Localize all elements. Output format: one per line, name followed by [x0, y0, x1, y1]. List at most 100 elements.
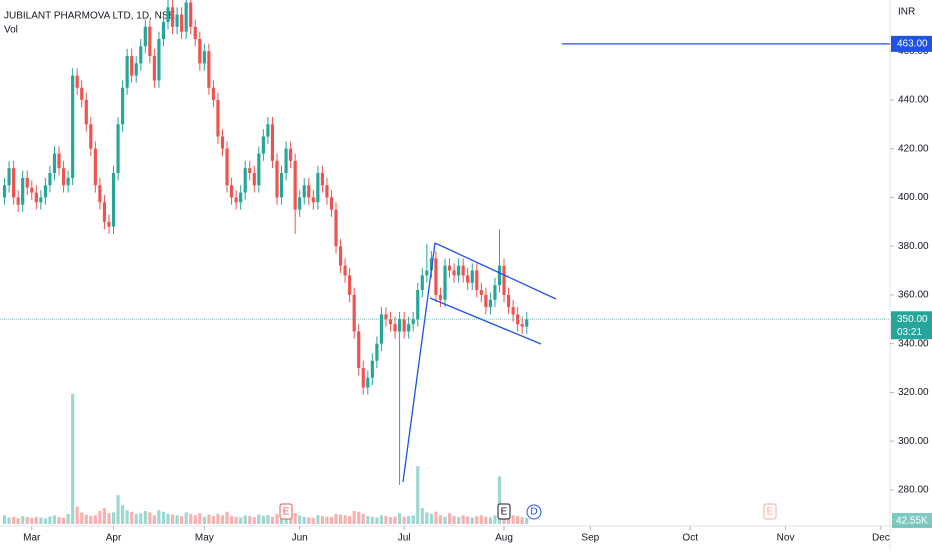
candle-body — [502, 265, 506, 295]
volume-bar — [252, 517, 256, 524]
event-marker[interactable] — [526, 504, 542, 520]
volume-bar — [270, 516, 275, 524]
candle-body — [211, 87, 216, 100]
candle-body — [12, 168, 16, 198]
volume-bar — [7, 517, 11, 524]
y-tick-label: 440.00 — [898, 95, 929, 106]
x-tick-label: Apr — [106, 533, 122, 544]
volume-bar — [357, 511, 361, 524]
candle-body — [493, 285, 497, 300]
volume-bar — [316, 515, 320, 524]
volume-bar — [216, 513, 220, 524]
candle-body — [216, 99, 220, 137]
candle-body — [325, 185, 329, 198]
volume-bar — [93, 515, 97, 524]
event-marker[interactable] — [763, 503, 777, 520]
candle-body — [84, 99, 88, 125]
volume-bar — [189, 513, 193, 524]
volume-bar — [411, 515, 415, 524]
candle-body — [175, 14, 179, 27]
volume-bar — [180, 516, 184, 524]
volume-bar — [320, 516, 324, 524]
volume-bar — [121, 505, 125, 524]
candle-body — [429, 258, 433, 271]
candle-body — [361, 368, 365, 388]
volume-bar — [225, 511, 229, 524]
volume-bar — [384, 516, 388, 524]
volume-bar — [107, 513, 111, 524]
event-marker[interactable] — [497, 503, 511, 520]
volume-bar — [398, 513, 402, 524]
volume-bar — [493, 515, 497, 524]
candle-body — [420, 275, 424, 291]
candle-body — [166, 7, 170, 22]
event-label: D — [530, 507, 537, 518]
volume-bar — [220, 515, 225, 524]
y-tick-label: 340.00 — [898, 338, 929, 349]
volume-bar — [34, 516, 38, 524]
candle-body — [30, 187, 34, 193]
candle-body — [75, 75, 79, 88]
x-tick-label: May — [195, 533, 214, 544]
x-tick-label: Dec — [872, 533, 890, 544]
horizontal-line-label: 463.00 — [897, 39, 928, 50]
candle-body — [452, 270, 456, 276]
candle-body — [379, 314, 384, 344]
candle-body — [93, 148, 97, 186]
volume-bar — [516, 516, 520, 524]
x-tick-label: Aug — [495, 533, 513, 544]
volume-bar — [338, 514, 343, 524]
candle-body — [202, 51, 206, 64]
volume-bar — [511, 515, 515, 524]
chart-title: JUBILANT PHARMOVA LTD, 1D, NSE — [4, 11, 175, 22]
volume-bar — [275, 513, 279, 524]
volume-bar — [139, 513, 143, 524]
candle-body — [39, 197, 43, 203]
candle-body — [234, 197, 238, 203]
candle-body — [416, 290, 420, 320]
volume-bar — [193, 515, 197, 524]
volume-bar — [39, 517, 43, 524]
volume-bar — [375, 517, 379, 524]
candle-body — [71, 75, 75, 178]
volume-bar — [239, 517, 243, 524]
candle-body — [316, 173, 320, 203]
candle-body — [225, 148, 229, 186]
candle-body — [252, 173, 256, 186]
candle-body — [470, 270, 474, 283]
candle-body — [352, 294, 356, 332]
candle-body — [293, 160, 297, 210]
y-tick-label: 300.00 — [898, 436, 929, 447]
candle-body — [257, 153, 261, 186]
candle-body — [298, 197, 302, 210]
volume-bar — [438, 515, 443, 524]
volume-bar — [466, 516, 470, 524]
volume-bar — [329, 517, 334, 524]
candle-body — [520, 324, 524, 327]
y-tick-label: 360.00 — [898, 290, 929, 301]
volume-bar — [416, 466, 420, 524]
candle-body — [457, 265, 461, 276]
candle-body — [266, 124, 270, 137]
candle-body — [516, 314, 520, 325]
candle-body — [116, 124, 120, 174]
event-marker[interactable] — [279, 503, 293, 520]
candle-body — [334, 209, 338, 247]
volume-bar — [520, 517, 524, 524]
x-tick-label: Oct — [682, 533, 698, 544]
volume-label-bg — [892, 513, 932, 528]
candle-body — [229, 185, 234, 198]
candle-body — [184, 2, 188, 32]
volume-bar — [452, 516, 456, 524]
candle-body — [21, 177, 25, 205]
candle-body — [89, 124, 93, 149]
volume-bar — [202, 516, 206, 524]
candle-body — [407, 324, 411, 332]
candle-body — [102, 202, 107, 222]
volume-bar — [111, 512, 116, 524]
volume-bar — [425, 512, 429, 524]
candle-body — [357, 331, 361, 369]
candle-body — [98, 185, 102, 203]
volume-bar — [21, 516, 25, 524]
volume-bar — [325, 516, 329, 524]
